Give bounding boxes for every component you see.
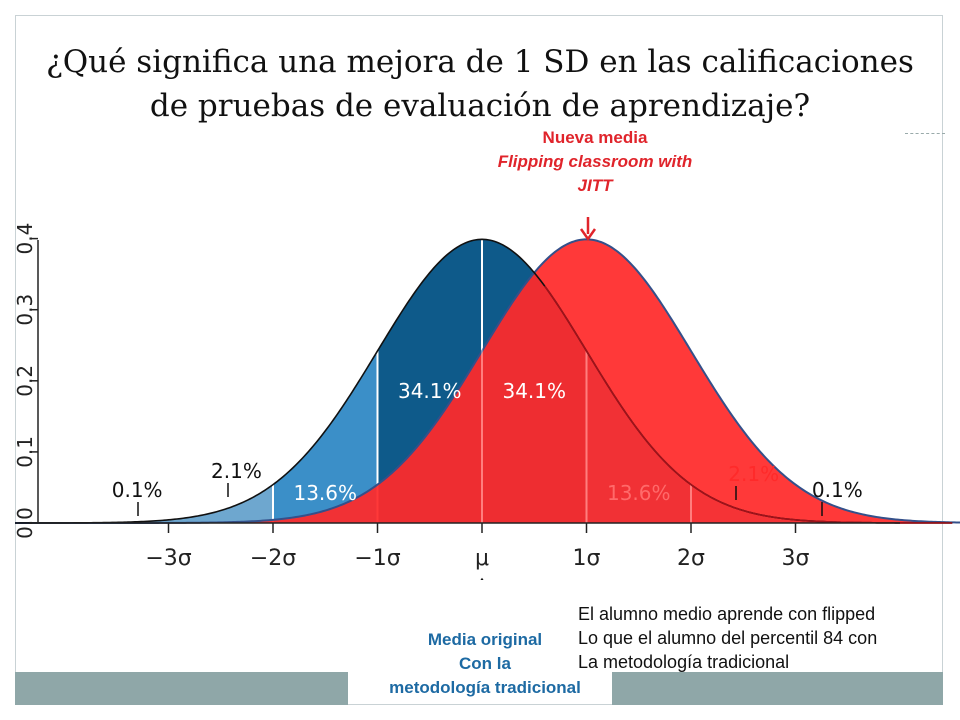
y-tick-label: 0.1: [13, 436, 37, 468]
region-percent-label: 2.1%: [211, 459, 262, 483]
y-tick-label: 0.3: [13, 294, 37, 326]
new-mean-subtitle-2: JITT: [577, 176, 613, 195]
shifted-distribution-area: [15, 239, 960, 523]
region-percent-label: 13.6%: [607, 481, 671, 505]
x-tick-label: −3σ: [145, 546, 191, 571]
new-mean-annotation: Nueva media Flipping classroom with JITT: [430, 126, 760, 198]
region-percent-label: 2.1%: [728, 462, 779, 486]
divider-line: [905, 133, 945, 134]
original-distribution-band: [15, 484, 273, 523]
region-percent-label: 34.1%: [502, 379, 566, 403]
title-line-2: de pruebas de evaluación de aprendizaje?: [149, 88, 811, 124]
x-tick-label: 3σ: [782, 546, 810, 571]
region-percent-label: 34.1%: [398, 379, 462, 403]
y-tick-label: 0.2: [13, 365, 37, 397]
y-tick-label: 0.0: [13, 507, 37, 539]
original-mean-subtitle-1: Con la: [459, 654, 511, 673]
x-tick-label: 1σ: [573, 546, 601, 571]
original-mean-subtitle-2: metodología tradicional: [389, 678, 581, 697]
original-mean-annotation: Media original Con la metodología tradic…: [350, 628, 620, 700]
slide-title: ¿Qué significa una mejora de 1 SD en las…: [0, 40, 960, 128]
x-tick-label: −1σ: [354, 546, 400, 571]
footer-bar-left: [15, 672, 348, 705]
new-mean-label: Nueva media: [542, 128, 648, 147]
note-line-2: Lo que el alumno del percentil 84 con: [578, 628, 878, 648]
region-percent-label: 0.1%: [112, 478, 163, 502]
title-line-1: ¿Qué significa una mejora de 1 SD en las…: [46, 44, 914, 80]
y-tick-label: 0.4: [13, 223, 37, 255]
note-line-3: La metodología tradicional: [578, 652, 790, 672]
explanation-note: El alumno medio aprende con flipped Lo q…: [578, 602, 960, 674]
x-tick-label: μ: [475, 546, 489, 571]
slide-frame: [15, 15, 943, 705]
note-line-1: El alumno medio aprende con flipped: [578, 604, 876, 624]
new-mean-subtitle-1: Flipping classroom with: [497, 152, 693, 171]
region-percent-label: 0.1%: [812, 478, 863, 502]
original-mean-label: Media original: [427, 630, 543, 649]
new-mean-arrowhead-icon: [579, 228, 597, 242]
x-tick-label: 2σ: [677, 546, 705, 571]
footer-bar-right: [612, 672, 943, 705]
x-tick-label: −2σ: [250, 546, 296, 571]
normal-distribution-chart: 0.0 0.1 0.2 0.3 0.4 −3σ −2σ −1σ μ 1σ 2σ 3σ 0.1% 2.1%…: [13, 217, 960, 580]
region-percent-label: 13.6%: [293, 481, 357, 505]
